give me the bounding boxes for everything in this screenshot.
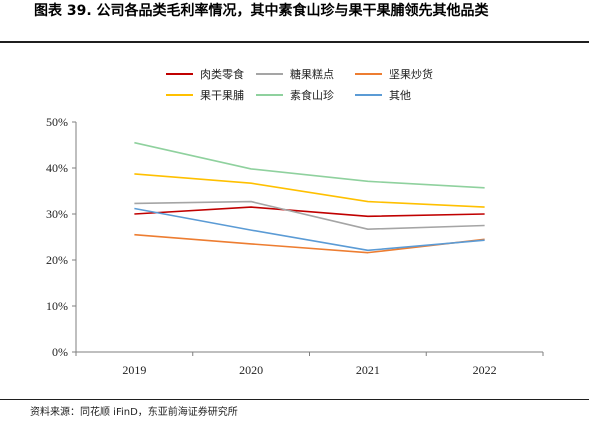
figure-title: 图表 39. 公司各品类毛利率情况，其中素食山珍与果干果脯领先其他品类 (34, 3, 489, 19)
x-tick-label: 2020 (239, 363, 263, 377)
y-tick-label: 50% (46, 115, 68, 129)
y-tick-label: 30% (46, 207, 68, 221)
bottom-rule (0, 399, 589, 400)
legend-label: 其他 (389, 89, 411, 102)
series-line-5 (134, 207, 485, 252)
series-line-1 (134, 200, 485, 230)
legend-label: 果干果脯 (200, 89, 244, 102)
x-tick-label: 2021 (356, 363, 380, 377)
series-line-0 (134, 206, 485, 218)
y-tick-label: 10% (46, 299, 68, 313)
chart-axes: 0% 10% 20% 30% 40% 50% 2019 2020 2021 2022 (46, 115, 544, 377)
x-tick-label: 2022 (473, 363, 497, 377)
source-note: 资料来源：同花顺 iFinD，东亚前海证券研究所 (30, 407, 238, 418)
series-line-4 (134, 141, 485, 189)
legend-label: 坚果炒货 (389, 67, 433, 81)
legend-label: 素食山珍 (290, 88, 334, 102)
series-line-2 (134, 233, 485, 254)
chart-series (134, 141, 485, 254)
x-tick-label: 2019 (122, 363, 146, 377)
top-rule (0, 41, 589, 43)
y-tick-label: 40% (46, 161, 68, 175)
legend-label: 肉类零食 (200, 67, 244, 81)
y-tick-label: 20% (46, 253, 68, 267)
series-line-3 (134, 173, 485, 208)
y-tick-label: 0% (52, 345, 68, 359)
legend-label: 糖果糕点 (290, 67, 334, 81)
